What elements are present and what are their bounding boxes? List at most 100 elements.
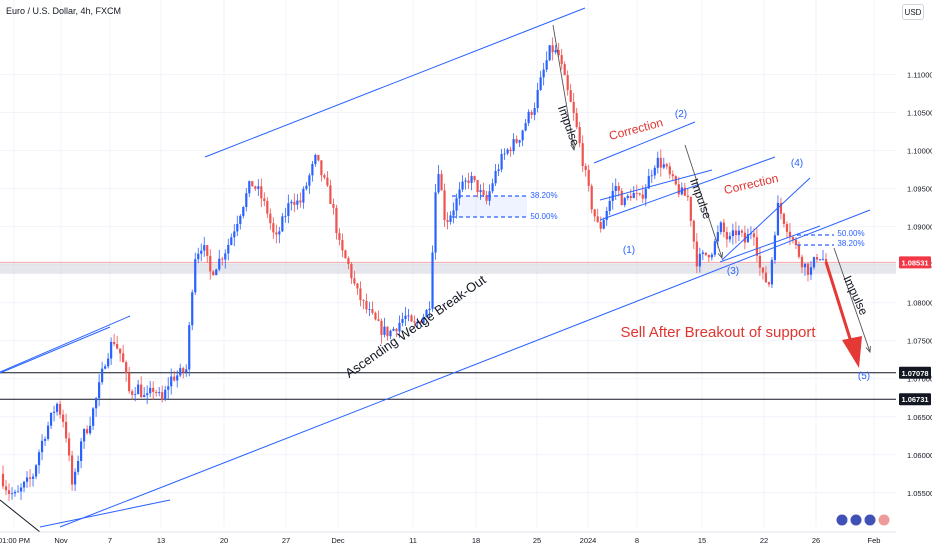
- candle-body: [629, 195, 632, 199]
- candle-body: [128, 373, 131, 392]
- candle-body: [263, 198, 266, 201]
- candle-body: [73, 471, 77, 485]
- candle-body: [506, 149, 509, 154]
- candle-body: [170, 376, 173, 387]
- candle-body: [341, 239, 344, 251]
- currency-button[interactable]: USD: [902, 4, 924, 20]
- sell-arrow-head: [842, 336, 862, 368]
- candle-body: [704, 252, 707, 255]
- candle-body: [176, 375, 179, 381]
- candle-body: [119, 348, 122, 354]
- impulse-arrow-head-0: [570, 144, 576, 152]
- candle-body: [716, 232, 719, 242]
- trend-lines: [0, 7, 871, 533]
- candle-body: [134, 394, 137, 395]
- annotation-label: Sell After Breakout of support: [620, 324, 816, 341]
- candle-body: [818, 259, 822, 261]
- candle-body: [563, 64, 566, 76]
- candle-body: [584, 166, 587, 170]
- candle-body: [497, 169, 500, 171]
- candle-body: [608, 200, 611, 212]
- candle-body: [788, 231, 792, 238]
- candle-body: [329, 185, 332, 204]
- fib-box-left: [452, 196, 527, 217]
- candle-body: [194, 259, 197, 293]
- candle-body: [677, 184, 680, 195]
- candle-body: [554, 49, 557, 53]
- candle-body: [362, 300, 365, 301]
- candle-body: [476, 180, 479, 193]
- candle-body: [335, 207, 338, 234]
- candle-body: [296, 200, 299, 205]
- candle-body: [485, 195, 488, 201]
- candle-body: [620, 190, 623, 206]
- y-tick-label: 1.09000: [907, 223, 932, 232]
- candle-body: [254, 186, 257, 189]
- x-tick-label: 8: [635, 536, 639, 545]
- candle-body: [533, 108, 536, 115]
- candle-body: [779, 202, 783, 214]
- annotation-label: 50.00%: [530, 212, 557, 221]
- candle-body: [548, 45, 551, 61]
- candle-body: [470, 176, 473, 183]
- candle-body: [13, 491, 17, 494]
- candle-body: [224, 253, 227, 260]
- y-tick-label: 1.10000: [907, 147, 932, 156]
- candle-body: [449, 215, 452, 222]
- candle-body: [290, 201, 293, 204]
- candle-body: [575, 112, 578, 128]
- candle-body: [182, 368, 185, 373]
- candle-body: [104, 366, 107, 369]
- trend-line-5: [593, 121, 696, 164]
- candle-body: [611, 191, 614, 201]
- x-tick-label: 7: [108, 536, 112, 545]
- x-tick-label: Feb: [868, 536, 881, 545]
- impulse-arrow-1: [684, 144, 723, 259]
- candle-body: [122, 353, 125, 363]
- candle-body: [494, 170, 497, 184]
- candle-body: [101, 368, 104, 383]
- candle-body: [125, 362, 128, 374]
- candle-body: [395, 328, 398, 332]
- candle-body: [365, 300, 368, 310]
- price-badge: [899, 393, 931, 406]
- candle-body: [758, 255, 762, 268]
- candle-body: [146, 393, 149, 396]
- candle-body: [509, 149, 512, 152]
- candle-body: [131, 391, 134, 395]
- candle-body: [443, 190, 446, 221]
- candle-body: [746, 234, 750, 243]
- trend-line-4: [204, 7, 586, 158]
- candle-body: [524, 123, 527, 131]
- candle-body: [728, 236, 731, 240]
- candle-body: [359, 288, 362, 301]
- candle-body: [428, 308, 431, 311]
- candle-body: [95, 398, 98, 409]
- candle-body: [731, 230, 734, 237]
- trend-line-2: [39, 499, 171, 528]
- x-tick-label: Dec: [331, 536, 345, 545]
- candle-body: [809, 267, 813, 275]
- candle-body: [314, 154, 317, 165]
- candle-body: [76, 461, 80, 472]
- candle-body: [206, 245, 209, 256]
- annotation-label: 38.20%: [530, 191, 557, 200]
- candle-body: [191, 292, 194, 326]
- candle-body: [647, 176, 650, 189]
- candle-body: [755, 237, 759, 256]
- candle-body: [272, 223, 275, 233]
- candle-body: [782, 213, 786, 224]
- candle-body: [632, 192, 635, 199]
- candle-body: [188, 325, 191, 370]
- y-tick-label: 1.07500: [907, 337, 932, 346]
- annotation-label: (3): [727, 266, 739, 277]
- candle-body: [671, 174, 674, 177]
- candle-body: [113, 341, 116, 344]
- candle-body: [653, 167, 656, 176]
- candle-body: [374, 312, 377, 320]
- candle-body: [368, 309, 371, 310]
- y-axis-labels: 1.110001.105001.100001.095001.090001.085…: [907, 71, 932, 498]
- candle-body: [4, 486, 8, 491]
- candle-body: [43, 439, 47, 441]
